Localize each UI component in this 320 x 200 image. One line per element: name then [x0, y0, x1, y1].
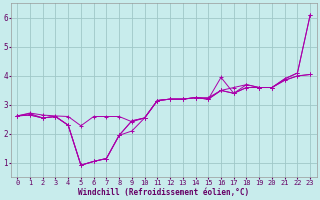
X-axis label: Windchill (Refroidissement éolien,°C): Windchill (Refroidissement éolien,°C): [78, 188, 249, 197]
